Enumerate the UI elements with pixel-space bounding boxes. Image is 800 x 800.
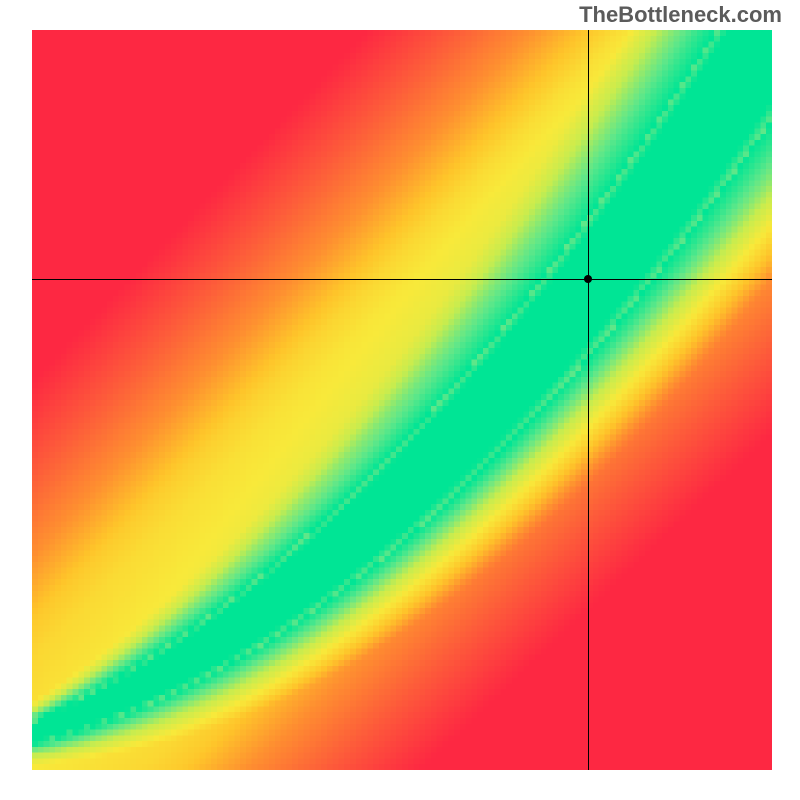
crosshair-vertical-line xyxy=(588,30,589,770)
chart-container: { "watermark": { "text": "TheBottleneck.… xyxy=(0,0,800,800)
bottleneck-heatmap xyxy=(32,30,772,770)
crosshair-marker xyxy=(584,275,592,283)
watermark-text: TheBottleneck.com xyxy=(579,2,782,28)
crosshair-horizontal-line xyxy=(32,279,772,280)
